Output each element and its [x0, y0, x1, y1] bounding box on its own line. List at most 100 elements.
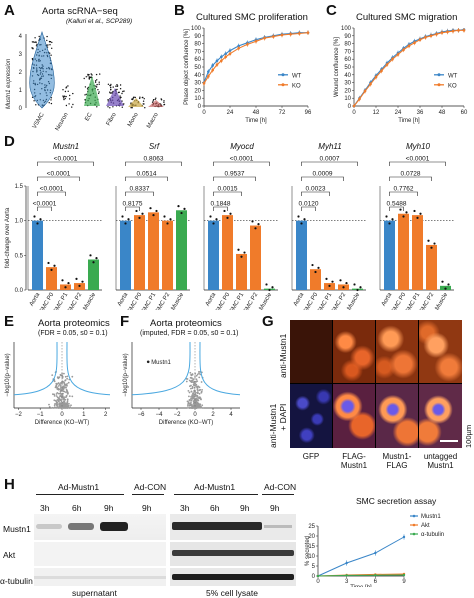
data-point	[407, 44, 411, 48]
replicate-dot	[447, 283, 450, 286]
data-point	[220, 55, 223, 59]
p-value: 0.0514	[137, 171, 157, 178]
protein-dot	[187, 407, 189, 409]
protein-dot	[187, 390, 190, 392]
bar	[148, 212, 159, 290]
x-axis-label: Difference (KO−WT)	[159, 420, 213, 426]
panel-e-title: Aorta proteomics	[38, 318, 110, 329]
d-xcat-label: Aorta	[381, 291, 394, 307]
y-tick-label: 60	[344, 57, 351, 63]
p-value: 0.8337	[130, 186, 150, 193]
bar	[134, 215, 145, 290]
protein-dot	[66, 407, 69, 409]
y-tick-label: 10	[194, 96, 201, 102]
violin-dot	[35, 41, 37, 43]
d-y-tick-label: 0.5	[15, 253, 24, 259]
y-tick-label: 30	[194, 81, 201, 87]
replicate-dot	[314, 270, 317, 274]
violin-dot	[84, 86, 87, 88]
panel-h-label: H	[4, 476, 15, 493]
significance-bracket	[301, 176, 344, 181]
protein-dot	[57, 385, 60, 387]
legend-label: KO	[448, 83, 457, 89]
violin-dot	[97, 89, 99, 91]
y-tick-label: 0	[348, 104, 352, 110]
protein-dot	[188, 379, 191, 382]
bar	[384, 220, 395, 290]
legend-marker	[437, 83, 441, 87]
violin-dot	[68, 98, 71, 100]
protein-dot	[56, 386, 58, 389]
protein-dot	[58, 397, 61, 399]
violin-dot	[96, 86, 98, 88]
protein-dot	[194, 372, 197, 375]
protein-dot	[65, 396, 67, 399]
violin-dot	[152, 100, 154, 102]
protein-dot	[62, 388, 65, 391]
data-point	[207, 70, 210, 73]
d-xcat-label: SMC P0	[303, 291, 320, 310]
protein-dot	[62, 381, 64, 383]
protein-dot	[68, 395, 71, 397]
protein-dot	[192, 407, 195, 409]
protein-dot	[53, 380, 56, 383]
series-line	[317, 574, 405, 577]
y-axis-label: Phase object confluence [%]	[184, 29, 190, 105]
data-point	[272, 35, 275, 38]
h-left-group-b: Ad-CON	[134, 482, 167, 492]
protein-dot	[48, 403, 50, 406]
img-gfp-dapi	[290, 384, 332, 448]
violin-dot	[35, 45, 38, 47]
violin-dot	[50, 97, 53, 99]
significance-bracket	[125, 191, 154, 196]
protein-dot	[201, 389, 203, 391]
violin-dot	[85, 93, 88, 96]
h-time: 9h	[270, 503, 280, 513]
violin-dot	[46, 35, 48, 38]
data-point	[220, 59, 223, 63]
violin-dot	[84, 94, 86, 96]
data-point	[369, 82, 372, 86]
violin-dot	[142, 103, 144, 105]
violin-dot	[65, 104, 68, 107]
replicate-dot	[50, 268, 53, 271]
h-time: 9h	[104, 503, 114, 513]
violin-dot	[62, 97, 65, 99]
violin-dot	[88, 74, 90, 76]
a-ytick: 2	[19, 70, 23, 76]
violin-dot	[49, 44, 51, 46]
violin-dot	[85, 76, 88, 78]
violin-dot	[88, 77, 91, 79]
data-point	[413, 41, 416, 45]
d-xcat-label: Aorta	[205, 291, 218, 307]
x-tick-label: 2	[104, 412, 108, 418]
panel-c-label: C	[326, 2, 337, 19]
protein-dot	[191, 395, 194, 398]
violin-dot	[109, 107, 111, 109]
protein-dot	[194, 376, 196, 378]
protein-dot	[71, 375, 74, 378]
violin-dot	[151, 101, 154, 103]
d-xcat-label: SMC P2	[243, 291, 260, 310]
violin-dot	[121, 92, 123, 95]
violin-dot	[65, 95, 67, 98]
violin-dot	[83, 77, 85, 80]
violin-dot	[110, 83, 112, 86]
p-value: 0.8063	[144, 156, 164, 163]
replicate-dot	[300, 222, 303, 225]
replicate-dot	[78, 284, 81, 287]
d-y-tick-label: 1.0	[15, 219, 24, 225]
gene-title: Myh10	[406, 142, 431, 151]
legend-label: WT	[292, 73, 302, 79]
data-point	[446, 30, 449, 34]
violin-dot	[72, 92, 74, 95]
replicate-dot	[399, 208, 402, 211]
data-point	[316, 574, 320, 578]
protein-dot	[189, 402, 192, 405]
data-point	[246, 43, 249, 46]
y-tick-label: 60	[194, 57, 201, 63]
h-time: 6h	[72, 503, 82, 513]
panel-g-row2-label-b: + DAPI	[278, 403, 288, 431]
h-time: 9h	[142, 503, 152, 513]
